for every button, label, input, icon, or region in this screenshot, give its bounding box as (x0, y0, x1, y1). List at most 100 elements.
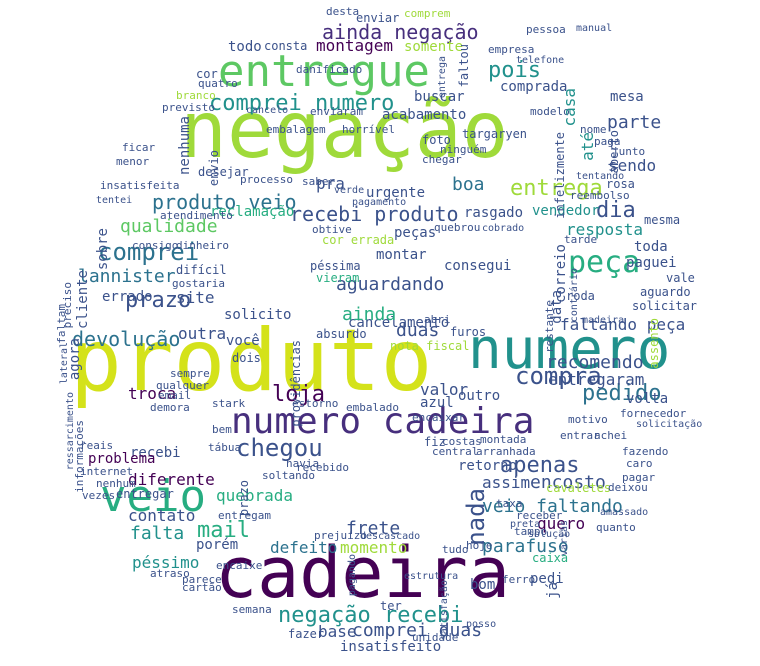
word-cor: cor (196, 67, 218, 81)
word-lannister: lannister (78, 266, 176, 287)
word-prazo: prazo (125, 288, 192, 313)
word-manual: manual (576, 23, 613, 34)
word-pessima: péssima (310, 259, 361, 273)
word-mail: mail (197, 518, 250, 543)
word-insatisfeito: insatisfeito (340, 639, 442, 655)
word-desta: desta (326, 5, 360, 18)
word-resposta: resposta (566, 220, 644, 239)
word-cancelo: cancelo (246, 105, 289, 116)
word-contato: contato (128, 506, 196, 525)
word-tudo: tudo (442, 543, 469, 556)
word-cobrado: cobrado (482, 223, 525, 234)
word-problema: problema (88, 451, 156, 467)
word-junto: junto (612, 145, 646, 158)
word-arranhada: arranhada (476, 445, 536, 458)
word-diferente: diferente (128, 470, 215, 489)
word-apenas: apenas (500, 453, 580, 478)
word-outro: outro (458, 388, 501, 404)
word-recomendo: recomendo (546, 352, 644, 373)
word-buscar: buscar (414, 89, 465, 105)
word-contrario: contrário (569, 268, 580, 323)
word-faltou: faltou (457, 44, 471, 88)
word-ficar: ficar (122, 141, 156, 154)
word-somente: somente (404, 39, 464, 55)
word-devolucao: devolução (72, 327, 181, 351)
word-estorno: estorno (292, 397, 339, 410)
word-preta: preta (510, 519, 541, 530)
word-mesa: mesa (610, 89, 644, 105)
word-estrutura-h: estrutura (404, 571, 459, 582)
word-infelizmente: infelizmente (553, 132, 567, 219)
word-varias: várias (559, 520, 570, 557)
word-email: email (158, 389, 192, 402)
word-consegui: consegui (444, 258, 512, 274)
word-processo: processo (240, 173, 293, 186)
word-telefone: telefone (516, 55, 565, 66)
word-sendo: sendo (608, 156, 657, 175)
word-insatisfeita: insatisfeita (100, 179, 180, 192)
word-caro: caro (626, 457, 653, 470)
word-retorno: retorno (458, 458, 518, 474)
word-recebi-produto: recebi produto (290, 202, 459, 226)
word-tentei: tentei (96, 195, 133, 206)
word-qualidade: qualidade (120, 216, 218, 237)
word-semana: semana (232, 603, 272, 616)
word-restante: restante (543, 300, 556, 353)
word-achei: achei (594, 429, 628, 442)
word-errado: errado (102, 289, 153, 305)
word-base: base (318, 622, 357, 641)
word-embalagem: embalagem (266, 123, 326, 136)
word-loja: loja (272, 382, 325, 407)
word-aguardo: aguardo (640, 285, 691, 299)
word-pagar: pagar (622, 471, 656, 484)
word-quanto: quanto (596, 521, 636, 534)
word-deixou: deixou (608, 481, 648, 494)
word-branco: branco (176, 89, 216, 102)
word-soltando: soltando (262, 469, 315, 482)
word-madeira: madeira (582, 315, 625, 326)
word-ate: até (578, 132, 597, 161)
word-chegar: chegar (422, 153, 462, 166)
word-numero: numero (468, 317, 671, 382)
word-foto: foto (422, 133, 451, 147)
word-assim: assim (482, 473, 531, 492)
word-dificil: difícil (176, 263, 227, 277)
word-parte: parte (607, 112, 662, 133)
word-tampo: tampo (514, 525, 548, 538)
word-entrar: entrar (560, 429, 600, 442)
word-abri: abri (424, 313, 451, 326)
word-gostaria: gostaria (172, 277, 225, 290)
word-numero-cadeira: numero cadeira (231, 401, 535, 442)
word-montar: montar (376, 247, 427, 263)
word-furos: furos (450, 325, 487, 339)
word-solicitacao: solicitação (636, 419, 703, 430)
word-cliente: cliente (75, 270, 91, 330)
word-havia: havia (286, 457, 320, 470)
word-chegou: chegou (236, 434, 323, 462)
word-absurdo: absurdo (316, 327, 367, 341)
word-duas: duas (396, 320, 440, 341)
word-previsto: previsto (162, 101, 215, 114)
word-consigo: consigo (132, 239, 179, 252)
word-assento: assento (647, 318, 661, 369)
word-voce: você (226, 333, 260, 349)
word-casa: casa (560, 88, 579, 127)
word-tabua: tábua (208, 441, 242, 454)
word-fazendo: fazendo (622, 445, 669, 458)
word-veio-faltando: veio faltando (482, 496, 623, 517)
word-comprei-duas: comprei duas (352, 620, 483, 641)
word-toda: toda (634, 239, 668, 255)
word-internet: internet (80, 465, 133, 478)
word-posso: posso (466, 619, 497, 630)
word-nota-fiscal: nota fiscal (390, 339, 470, 353)
word-costas: costas (442, 435, 482, 448)
word-cavaletes: cavaletes (546, 481, 612, 495)
word-montada: montada (480, 433, 527, 446)
word-rasgado: rasgado (464, 205, 524, 221)
word-paga: paga (594, 135, 621, 148)
word-comprem: comprem (404, 7, 451, 20)
word-pois: pois (488, 58, 541, 83)
word-negacao: negação (180, 86, 509, 176)
word-menor: menor (116, 155, 150, 168)
